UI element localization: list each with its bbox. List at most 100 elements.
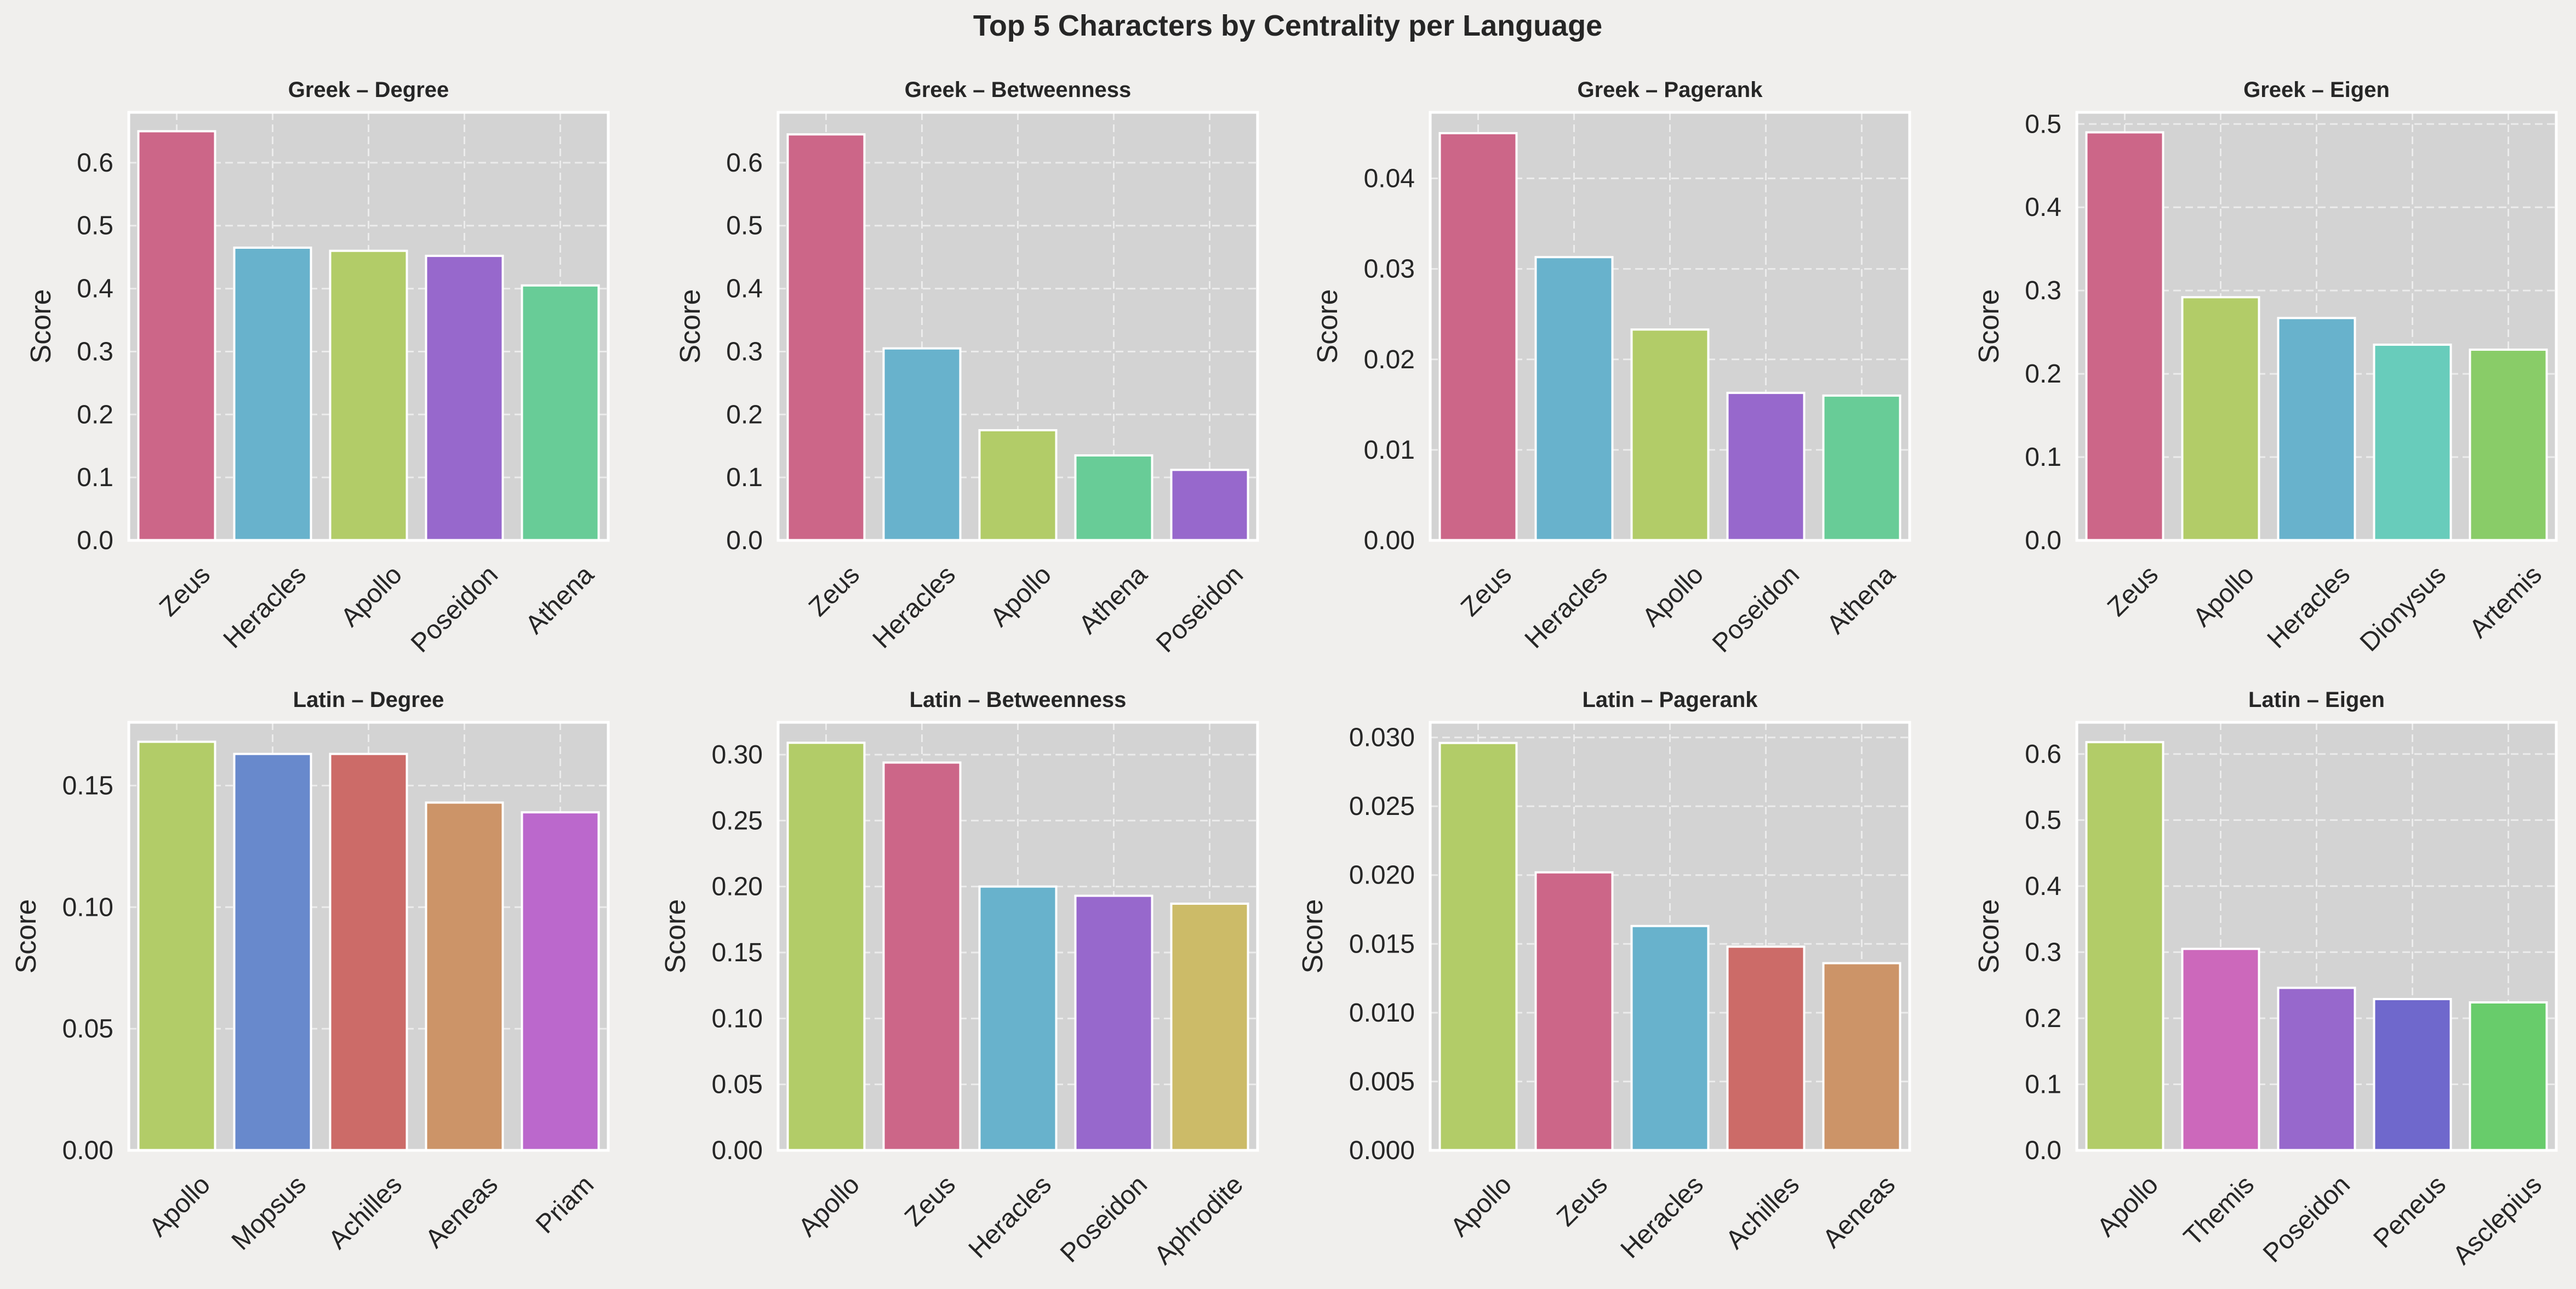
bar-dionysus	[2373, 343, 2452, 542]
bar-zeus	[882, 761, 962, 1151]
y-tick-label: 0.1	[2025, 1070, 2061, 1099]
y-tick-label: 0.000	[1349, 1136, 1415, 1165]
bar-aphrodite	[1170, 902, 1249, 1152]
bar-priam	[521, 811, 600, 1151]
bar-poseidon	[1726, 391, 1806, 541]
bar-zeus	[1534, 871, 1614, 1151]
x-tick-label: Poseidon	[1055, 1170, 1153, 1268]
x-tick-label: Poseidon	[1151, 560, 1249, 658]
y-axis-label: Score	[10, 899, 42, 974]
y-tick-label: 0.1	[726, 463, 763, 492]
chart-panel-latin-pagerank: 0.000 0.005 0.010 0.015 0.020 0.025 0.030 Apoll…	[1297, 688, 1911, 1264]
panel-title: Latin – Betweenness	[910, 688, 1127, 712]
plot-frame	[1429, 111, 1911, 542]
panel-title: Latin – Degree	[293, 688, 444, 712]
x-tick-label: Apollo	[985, 560, 1057, 632]
y-tick-label: 0.2	[77, 400, 113, 429]
x-tick-label: Zeus	[1551, 1170, 1613, 1232]
y-tick-label: 0.4	[2025, 872, 2061, 901]
x-tick-label: Apollo	[1445, 1170, 1517, 1242]
y-tick-label: 0.01	[1364, 436, 1415, 465]
y-tick-label: 0.6	[726, 149, 763, 178]
y-tick-label: 0.4	[726, 275, 763, 304]
y-tick-label: 0.5	[2025, 806, 2061, 835]
y-tick-label: 0.15	[712, 938, 763, 967]
y-tick-label: 0.015	[1349, 929, 1415, 959]
bar-apollo	[329, 249, 408, 542]
y-tick-label: 0.05	[62, 1014, 113, 1043]
y-tick-label: 0.02	[1364, 345, 1415, 374]
x-tick-label: Priam	[530, 1170, 599, 1239]
bar-poseidon	[1170, 469, 1249, 541]
bar-poseidon	[1074, 894, 1153, 1152]
bar-heracles	[233, 246, 312, 541]
y-tick-label: 0.4	[2025, 193, 2061, 222]
y-axis-label: Score	[25, 289, 57, 364]
y-tick-label: 0.0	[2025, 526, 2061, 555]
y-tick-label: 0.15	[62, 771, 113, 800]
x-tick-label: Apollo	[144, 1170, 216, 1242]
bar-zeus	[137, 130, 216, 542]
bar-heracles	[2277, 317, 2356, 541]
x-tick-label: Heracles	[1520, 560, 1613, 654]
x-tick-label: Asclepius	[2447, 1170, 2548, 1270]
x-tick-label: Heracles	[867, 560, 961, 654]
x-tick-label: Poseidon	[2258, 1170, 2356, 1268]
bar-athena	[521, 284, 600, 541]
y-tick-label: 0.0	[726, 526, 763, 555]
y-tick-label: 0.5	[726, 212, 763, 241]
plot-frame	[127, 721, 610, 1152]
y-tick-label: 0.3	[2025, 276, 2061, 305]
bar-apollo	[137, 740, 216, 1151]
x-tick-label: Aeneas	[420, 1170, 504, 1254]
x-tick-label: Apollo	[1637, 560, 1709, 632]
panel-title: Greek – Pagerank	[1578, 78, 1763, 102]
x-tick-label: Heracles	[963, 1170, 1057, 1264]
y-tick-label: 0.00	[62, 1136, 113, 1165]
bar-apollo	[1630, 328, 1710, 541]
plot-frame	[2075, 111, 2558, 542]
y-tick-label: 0.0	[77, 526, 113, 555]
chart-panel-greek-pagerank: 0.00 0.01 0.02 0.03 0.04 Zeus Heracles ApolloPo…	[1312, 78, 1911, 658]
y-axis-label: Score	[675, 289, 706, 364]
x-tick-label: Zeus	[899, 1170, 961, 1232]
bar-mopsus	[233, 752, 312, 1151]
x-tick-label: Zeus	[803, 560, 865, 622]
y-tick-label: 0.6	[77, 149, 113, 178]
bar-zeus	[786, 133, 866, 541]
x-tick-label: Heracles	[1615, 1170, 1709, 1264]
y-tick-label: 0.5	[77, 212, 113, 241]
y-tick-label: 0.1	[2025, 443, 2061, 472]
y-tick-label: 0.3	[2025, 938, 2061, 967]
y-tick-label: 0.3	[77, 337, 113, 366]
chart-panel-greek-degree: 0.0 0.1 0.2 0.3 0.4 0.5 0.6 Zeus Heracles ApolloP…	[25, 78, 610, 658]
y-axis-label: Score	[1312, 289, 1344, 364]
y-tick-label: 0.2	[2025, 1004, 2061, 1033]
plot-frame	[1429, 721, 1911, 1152]
y-tick-label: 0.25	[712, 806, 763, 835]
x-tick-label: Artemis	[2464, 560, 2548, 644]
panel-title: Latin – Pagerank	[1582, 688, 1758, 712]
chart-panel-greek-eigen: 0.0 0.1 0.2 0.3 0.4 0.5 Zeus Apollo HeraclesDion…	[1973, 78, 2558, 657]
x-tick-label: Mopsus	[226, 1170, 312, 1256]
y-tick-label: 0.4	[77, 275, 113, 304]
bar-zeus	[2085, 131, 2164, 541]
y-tick-label: 0.1	[77, 463, 113, 492]
x-tick-label: Zeus	[2102, 560, 2164, 622]
bar-apollo	[2085, 741, 2164, 1151]
x-tick-label: Apollo	[2187, 560, 2260, 632]
bar-achilles	[329, 752, 408, 1151]
y-axis-label: Score	[1973, 899, 2005, 974]
x-tick-label: Heracles	[2262, 560, 2356, 654]
x-tick-label: Achilles	[1721, 1170, 1805, 1254]
panel-title: Greek – Betweenness	[905, 78, 1132, 102]
bar-aeneas	[1822, 962, 1901, 1152]
bar-apollo	[2181, 296, 2260, 542]
plot-frame	[2075, 721, 2558, 1152]
bar-poseidon	[2277, 986, 2356, 1152]
y-tick-label: 0.10	[712, 1004, 763, 1033]
x-tick-label: Apollo	[335, 560, 408, 632]
y-tick-label: 0.6	[2025, 740, 2061, 769]
y-tick-label: 0.020	[1349, 861, 1415, 890]
